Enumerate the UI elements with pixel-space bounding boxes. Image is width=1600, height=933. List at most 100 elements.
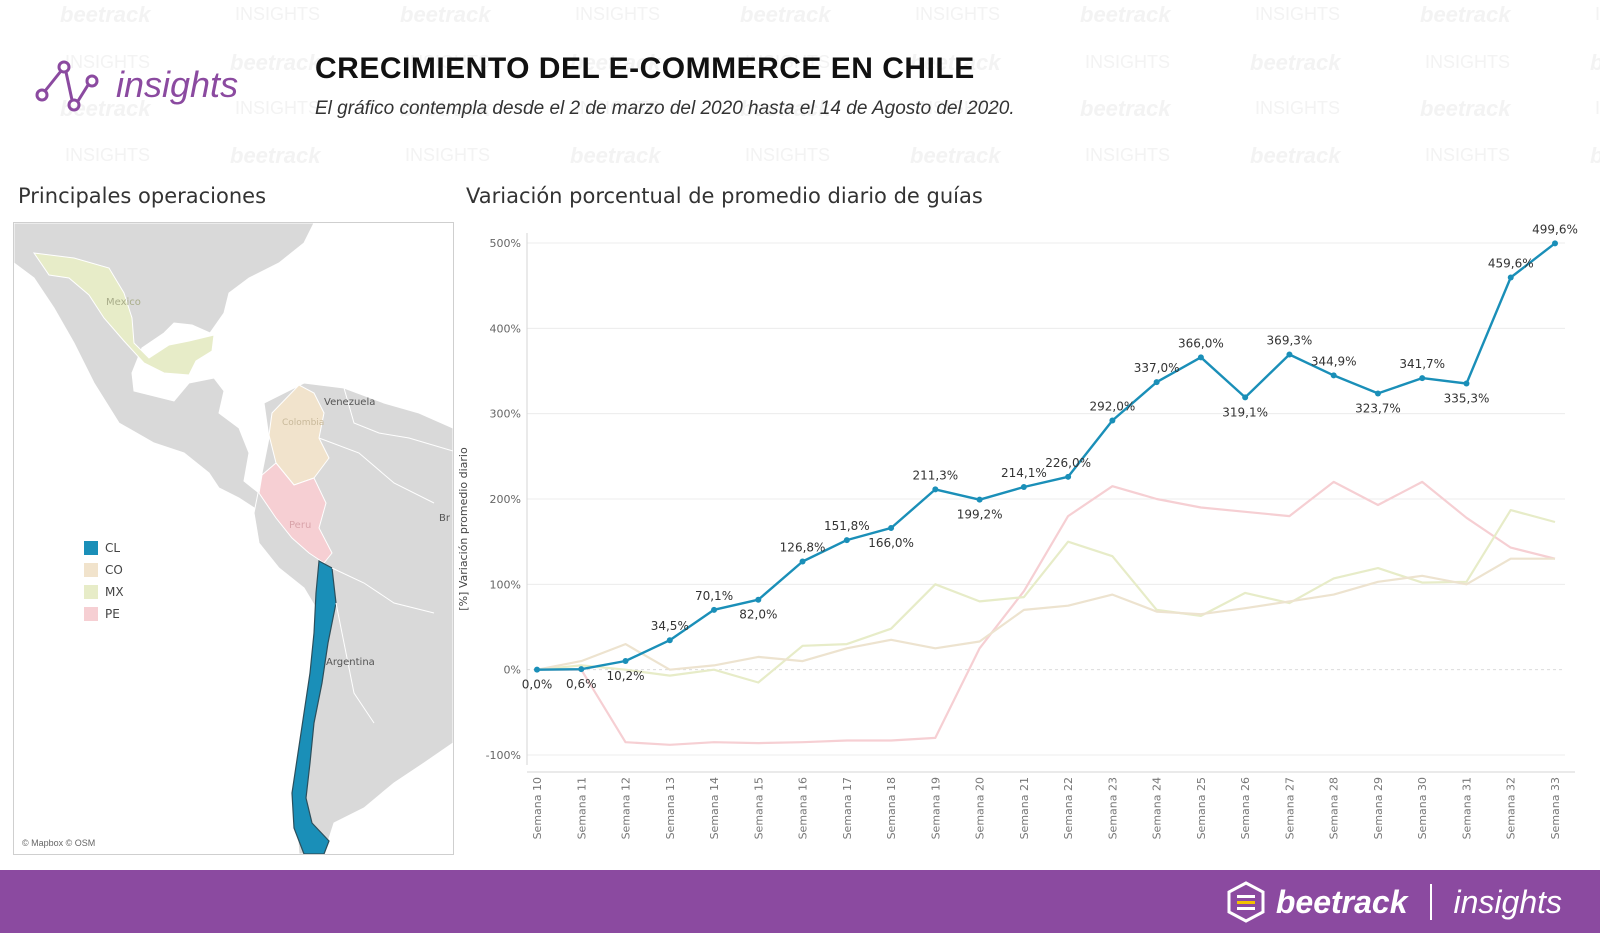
- series-line-mx: [536, 509, 1556, 684]
- data-label-cl: 211,3%: [912, 468, 958, 482]
- legend-item-mx[interactable]: MX: [84, 581, 124, 603]
- data-point-cl: [666, 637, 673, 644]
- data-point-cl: [1374, 390, 1381, 397]
- data-point-cl: [755, 596, 762, 603]
- line-chart: -100% 0% 100% 200% 300% 400% 500% [%] Variación…: [457, 222, 1578, 839]
- data-label-cl: 0,6%: [566, 677, 597, 691]
- watermark-insights-text: INSIGHTS: [575, 4, 660, 24]
- data-label-cl: 319,1%: [1222, 405, 1268, 419]
- colombia-region: [268, 384, 330, 486]
- data-point-cl: [1552, 240, 1558, 247]
- x-tick-label: Semana 31: [1460, 777, 1473, 839]
- data-point-cl: [888, 525, 895, 532]
- footer-beetrack-text: beetrack: [1275, 883, 1408, 920]
- data-point-cl: [1286, 351, 1293, 358]
- watermark-brand-text: beetrack: [400, 96, 492, 121]
- map-section-title: Principales operaciones: [18, 184, 267, 208]
- watermark-insights-text: INSIGHTS: [1425, 52, 1510, 72]
- legend-label-pe: PE: [105, 607, 120, 621]
- data-point-cl: [1065, 473, 1072, 480]
- x-tick-label: Semana 29: [1372, 777, 1385, 839]
- data-label-cl: 166,0%: [868, 536, 914, 550]
- data-label-cl: 344,9%: [1311, 354, 1357, 368]
- data-point-cl: [1463, 380, 1470, 387]
- map-legend: CL CO MX PE: [84, 537, 124, 625]
- x-tick-label: Semana 20: [974, 777, 987, 839]
- map-label-argentina: Argentina: [326, 657, 375, 668]
- y-tick-label: 200%: [490, 493, 521, 506]
- watermark-insights-text: INSIGHTS: [1425, 145, 1510, 165]
- legend-item-cl[interactable]: CL: [84, 537, 124, 559]
- data-label-cl: 82,0%: [739, 608, 777, 622]
- x-tick-label: Semana 14: [708, 777, 721, 839]
- watermark-brand-text: beetrack: [740, 96, 832, 121]
- x-tick-label: Semana 32: [1505, 777, 1518, 839]
- x-tick-label: Semana 21: [1018, 777, 1031, 839]
- insights-logo-icon: [35, 60, 99, 112]
- data-point-cl: [578, 666, 585, 673]
- legend-item-co[interactable]: CO: [84, 559, 124, 581]
- data-label-cl: 323,7%: [1355, 401, 1401, 415]
- data-label-cl: 292,0%: [1090, 399, 1136, 413]
- data-label-cl: 459,6%: [1488, 256, 1534, 270]
- watermark-insights-text: INSIGHTS: [745, 145, 830, 165]
- watermark-insights-text: INSIGHTS: [1255, 4, 1340, 24]
- insights-logo-text: insights: [116, 64, 238, 105]
- data-label-cl: 0,0%: [522, 678, 553, 692]
- x-tick-label: Semana 12: [620, 777, 633, 839]
- data-point-cl: [1507, 274, 1514, 281]
- watermark-insights-text: INSIGHTS: [405, 145, 490, 165]
- watermark-insights-text: INSIGHTS: [1085, 52, 1170, 72]
- data-label-cl: 337,0%: [1134, 361, 1180, 375]
- data-point-cl: [1153, 379, 1160, 386]
- watermark-brand-text: beetrack: [1250, 50, 1342, 75]
- watermark-insights-text: INSIGHTS: [1595, 4, 1600, 24]
- footer-insights-text: insights: [1453, 883, 1563, 920]
- watermark-insights-text: INSIGHTS: [1595, 98, 1600, 118]
- watermark-brand-text: beetrack: [1420, 96, 1512, 121]
- y-tick-label: 300%: [490, 408, 521, 421]
- y-tick-label: 400%: [490, 322, 521, 335]
- data-label-cl: 369,3%: [1267, 334, 1313, 348]
- watermark-insights-text: INSIGHTS: [575, 98, 660, 118]
- data-label-cl: 70,1%: [695, 589, 733, 603]
- page-title: CRECIMIENTO DEL E-COMMERCE EN CHILE: [315, 52, 975, 85]
- x-tick-label: Semana 27: [1283, 777, 1296, 839]
- y-axis-title: [%] Variación promedio diario: [457, 447, 470, 611]
- map-label-brazil: Br: [439, 513, 451, 524]
- data-label-cl: 199,2%: [957, 508, 1003, 522]
- legend-item-pe[interactable]: PE: [84, 603, 124, 625]
- watermark-brand-text: beetrack: [1080, 96, 1172, 121]
- operations-map[interactable]: Mexico Venezuela Colombia Peru Br Argent…: [13, 222, 454, 855]
- x-tick-label: Semana 30: [1416, 777, 1429, 839]
- x-tick-label: Semana 23: [1106, 777, 1119, 839]
- data-label-cl: 366,0%: [1178, 336, 1224, 350]
- chile-region: [291, 560, 337, 854]
- watermark-insights-text: INSIGHTS: [915, 4, 1000, 24]
- watermark-insights-text: INSIGHTS: [915, 98, 1000, 118]
- watermark-brand-text: beetrack: [230, 143, 322, 168]
- data-point-cl: [1020, 483, 1027, 490]
- watermark-brand-text: beetrack: [1590, 50, 1600, 75]
- data-point-cl: [1109, 417, 1116, 424]
- watermark-background: beetrack INSIGHTS beetrack INSIGHTS beetrack…: [60, 2, 1600, 168]
- data-point-cl: [534, 666, 540, 673]
- x-tick-label: Semana 18: [885, 777, 898, 839]
- watermark-brand-text: beetrack: [230, 50, 322, 75]
- legend-swatch-mx: [84, 585, 98, 599]
- map-label-colombia: Colombia: [282, 418, 324, 428]
- y-tick-label: 0%: [504, 664, 521, 677]
- data-label-cl: 214,1%: [1001, 466, 1047, 480]
- footer-bar: beetrack insights: [0, 870, 1600, 933]
- watermark-brand-text: beetrack: [570, 143, 662, 168]
- data-point-cl: [843, 537, 850, 544]
- data-label-cl: 499,6%: [1532, 222, 1578, 236]
- data-label-cl: 126,8%: [780, 540, 826, 554]
- watermark-brand-text: beetrack: [1080, 2, 1172, 27]
- data-point-cl: [1197, 354, 1204, 361]
- x-tick-label: Semana 17: [841, 777, 854, 839]
- y-tick-label: 100%: [490, 578, 521, 591]
- watermark-brand-text: beetrack: [1420, 2, 1512, 27]
- watermark-brand-text: beetrack: [910, 143, 1002, 168]
